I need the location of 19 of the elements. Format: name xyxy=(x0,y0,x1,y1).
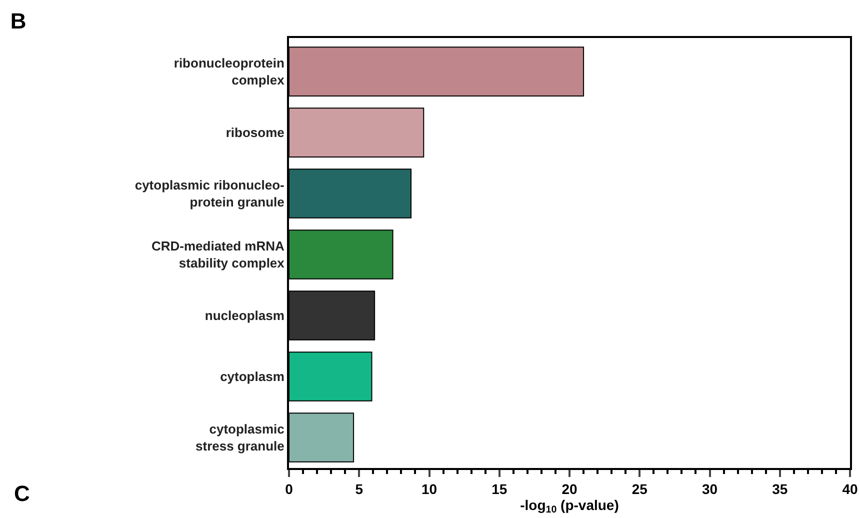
x-tick-label: 25 xyxy=(632,480,648,497)
text: B xyxy=(10,8,26,34)
y-tick-label: cytoplasmic stress granule xyxy=(196,422,284,454)
text: C xyxy=(14,481,30,506)
y-tick-label: cytoplasmic ribonucleo- protein granule xyxy=(134,178,284,210)
x-axis-title: -log$_{10}$ (p-value) xyxy=(520,496,619,516)
x-tick-label: 0 xyxy=(285,480,294,497)
x-tick-label: 15 xyxy=(492,480,508,497)
y-tick-label: ribonucleoprotein complex xyxy=(174,56,286,88)
x-tick-label: 30 xyxy=(702,480,718,497)
x-tick-label: 10 xyxy=(421,480,438,497)
y-tick-label: nucleoplasm xyxy=(204,308,284,324)
y-tick-label: cytoplasm xyxy=(220,369,284,384)
y-tick-label: CRD-mediated mRNA stability complex xyxy=(151,238,286,271)
x-tick-label: 5 xyxy=(355,480,364,497)
x-tick-label: 40 xyxy=(842,480,858,497)
y-tick-label: ribosome xyxy=(226,125,284,140)
x-tick-label: 35 xyxy=(772,480,788,497)
x-tick-label: 20 xyxy=(562,480,578,497)
